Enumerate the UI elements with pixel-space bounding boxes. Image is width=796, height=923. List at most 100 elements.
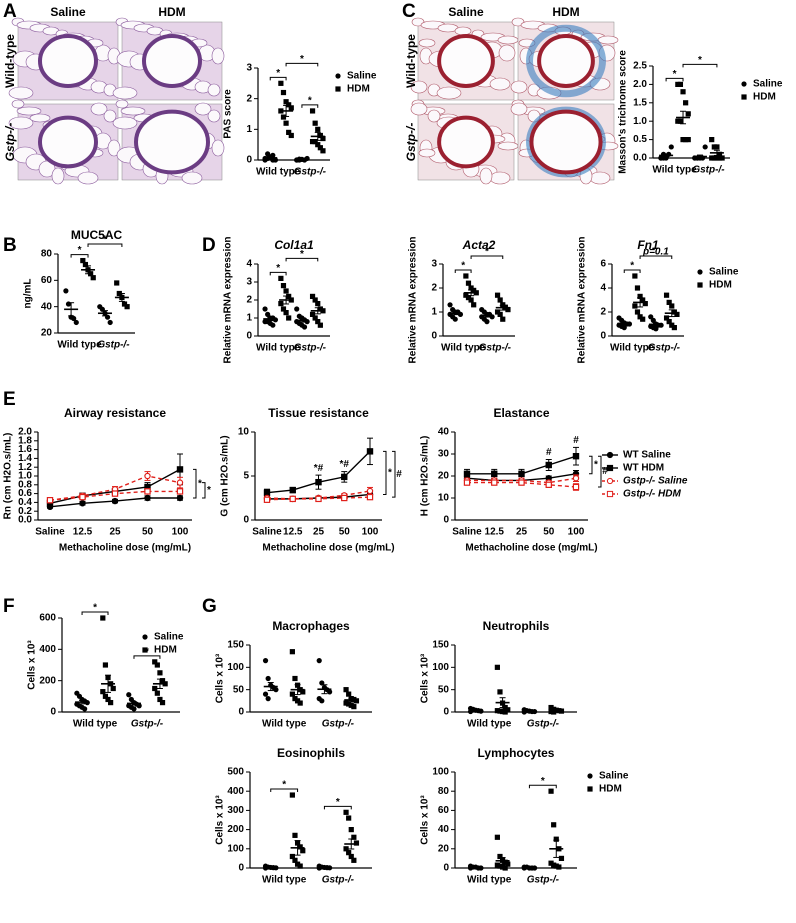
y-axis-label: Relative mRNA expression	[223, 237, 234, 364]
legend-label: WT Saline	[623, 450, 671, 461]
significance-label: *	[198, 478, 202, 489]
legend-marker	[142, 647, 148, 653]
data-point	[278, 301, 284, 307]
significance-label: *	[93, 603, 97, 614]
data-point	[111, 497, 119, 505]
legend-label: WT HDM	[623, 463, 664, 474]
data-point	[121, 301, 128, 307]
data-point	[108, 700, 114, 706]
y-tick-label: 3	[246, 277, 252, 288]
annotation: *#	[314, 463, 324, 474]
alveolus	[418, 38, 436, 48]
chart-title: Col1a1	[274, 238, 314, 252]
data-point	[478, 708, 484, 714]
y-tick-label: 1.8	[18, 435, 32, 446]
data-point	[714, 155, 720, 161]
category-label: Gstp-/-	[527, 875, 560, 886]
data-point	[677, 81, 684, 87]
alveolus	[77, 171, 99, 185]
data-point	[719, 155, 725, 161]
data-point	[505, 307, 511, 313]
significance-bracket	[470, 255, 504, 259]
data-point	[79, 493, 86, 501]
data-point	[353, 698, 360, 704]
data-point	[348, 853, 354, 860]
data-point	[518, 470, 525, 478]
legend-label: Gstp-/- HDM	[623, 489, 681, 500]
y-axis-label: Cells x 10³	[27, 640, 38, 690]
row-label: Gstp-/-	[404, 123, 418, 162]
panel-letter: E	[3, 389, 16, 410]
x-tick-label: 100	[172, 527, 189, 538]
airway	[537, 34, 595, 88]
data-point	[105, 696, 111, 703]
data-point	[82, 261, 89, 268]
data-point	[716, 151, 723, 157]
significance-label: *	[300, 249, 304, 260]
y-tick-label: 0.5	[633, 134, 647, 145]
data-point	[111, 490, 119, 497]
y-tick-label: 0.6	[18, 488, 32, 499]
data-point	[572, 453, 580, 460]
data-point	[300, 848, 306, 854]
legend-label: HDM	[347, 84, 370, 95]
legend-marker	[741, 81, 747, 87]
y-tick-label: 1	[246, 313, 252, 324]
x-tick-label: 12.5	[73, 527, 93, 538]
y-axis-label: Masson's trichrome score	[618, 50, 629, 174]
data-point	[640, 297, 646, 303]
annotation: #	[573, 435, 579, 446]
data-point	[346, 691, 352, 697]
data-point	[157, 696, 163, 703]
data-point	[124, 304, 130, 310]
y-tick-label: 100	[432, 662, 449, 673]
y-tick-label: 6	[600, 259, 606, 270]
alveolus	[211, 139, 225, 157]
data-point	[136, 703, 142, 709]
y-tick-label: 2	[431, 283, 437, 294]
y-axis-label: Relative mRNA expression	[577, 237, 588, 364]
category-label: Gstp-/-	[692, 165, 725, 176]
alveolus	[107, 139, 121, 157]
data-point	[640, 316, 646, 322]
alveolus	[29, 113, 51, 123]
y-tick-label: 60	[438, 805, 450, 816]
alveolus	[436, 86, 462, 100]
alveolus	[489, 171, 511, 185]
y-tick-label: 1.4	[18, 453, 32, 464]
data-point	[265, 696, 271, 702]
y-tick-label: 50	[233, 684, 245, 695]
data-point	[320, 135, 326, 142]
legend-label: HDM	[753, 92, 776, 103]
data-point	[484, 319, 490, 325]
y-tick-label: 4	[246, 259, 252, 270]
legend-label: Gstp-/- Saline	[623, 476, 688, 487]
data-point	[572, 483, 580, 491]
series-line	[467, 477, 577, 484]
alveolus	[194, 102, 212, 116]
data-point	[317, 132, 323, 139]
y-tick-label: 10	[438, 493, 450, 504]
y-tick-label: 0	[238, 707, 244, 718]
data-point	[288, 132, 294, 139]
data-point	[110, 685, 116, 692]
alveolus	[497, 35, 519, 45]
x-tick-label: 100	[568, 527, 585, 538]
y-tick-label: 4	[600, 283, 606, 294]
alveolus	[211, 47, 225, 65]
category-label: Wild type	[262, 719, 307, 730]
data-point	[551, 709, 557, 715]
data-point	[292, 832, 298, 838]
annotation: #	[546, 447, 552, 458]
significance-label: p=0.1	[642, 247, 669, 258]
legend-marker	[606, 451, 614, 459]
category-label: Wild type	[57, 340, 102, 351]
significance-bracket	[454, 269, 472, 273]
data-point	[309, 108, 316, 114]
column-label: Saline	[50, 5, 86, 19]
significance-label: *	[78, 245, 82, 256]
data-point	[286, 129, 292, 135]
panel-letter: C	[402, 1, 416, 22]
panel-letter: G	[202, 596, 217, 617]
data-point	[102, 693, 109, 699]
